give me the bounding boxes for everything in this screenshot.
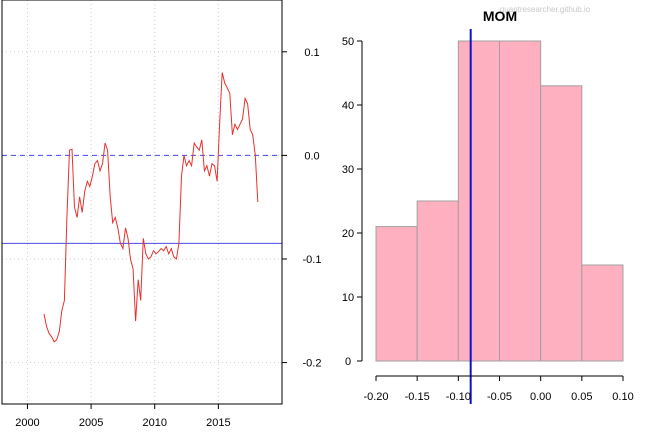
histogram-x-tick-label: -0.20	[363, 391, 388, 403]
histogram-x-tick-label: 0.00	[530, 391, 551, 403]
histogram-y-tick-label: 0	[345, 356, 351, 368]
line-chart-x-tick-label: 2010	[142, 417, 166, 429]
histogram-bar	[499, 40, 542, 362]
line-series	[43, 72, 259, 343]
line-chart-x-tick-label: 2005	[79, 417, 103, 429]
histogram-x-tick-label: -0.15	[405, 391, 430, 403]
histogram-y-tick-label: 30	[342, 164, 354, 176]
line-chart-frame	[1, 0, 283, 405]
line-chart-panel: 2000 2005 2010 2015 0.1 0.0 -0.1 -0.2	[1, 0, 321, 429]
line-chart-x-axis: 2000 2005 2010 2015	[15, 404, 231, 429]
histogram-y-tick-label: 20	[342, 228, 354, 240]
line-chart-x-tick-label: 2015	[206, 417, 230, 429]
histogram-y-tick-label: 40	[342, 100, 354, 112]
line-chart-grid	[2, 0, 282, 404]
histogram-title: MOM	[483, 8, 517, 24]
line-chart-y-axis: 0.1 0.0 -0.1 -0.2	[282, 47, 321, 370]
histogram-bar	[416, 200, 459, 362]
line-chart-y-tick-label: 0.0	[304, 150, 319, 162]
histogram-y-axis: 0 10 20 30 40 50	[342, 36, 363, 368]
line-chart-y-tick-label: 0.1	[304, 47, 319, 59]
line-chart-x-tick-label: 2000	[15, 417, 39, 429]
line-chart-y-tick-label: -0.1	[303, 254, 322, 266]
histogram-x-tick-label: 0.05	[571, 391, 592, 403]
line-chart-reference-lines	[2, 154, 282, 244]
line-chart-y-tick-label: -0.2	[303, 358, 322, 370]
histogram-x-tick-label: -0.05	[487, 391, 512, 403]
histogram-bar	[540, 85, 583, 362]
histogram-x-tick-label: -0.10	[446, 391, 471, 403]
histogram-bar	[457, 40, 501, 362]
histogram-y-tick-label: 10	[342, 292, 354, 304]
histogram-x-tick-label: 0.10	[612, 391, 633, 403]
histogram-panel: -0.20 -0.15 -0.10 -0.05 0.00 0.05 0.10 0 10 20 30…	[342, 5, 634, 404]
histogram-bars	[375, 40, 624, 362]
watermark-text: quantresearcher.github.io	[500, 5, 591, 14]
histogram-bar	[581, 264, 624, 362]
histogram-y-tick-label: 50	[342, 36, 354, 48]
histogram-bar	[375, 226, 418, 362]
histogram-x-axis: -0.20 -0.15 -0.10 -0.05 0.00 0.05 0.10	[363, 375, 634, 403]
